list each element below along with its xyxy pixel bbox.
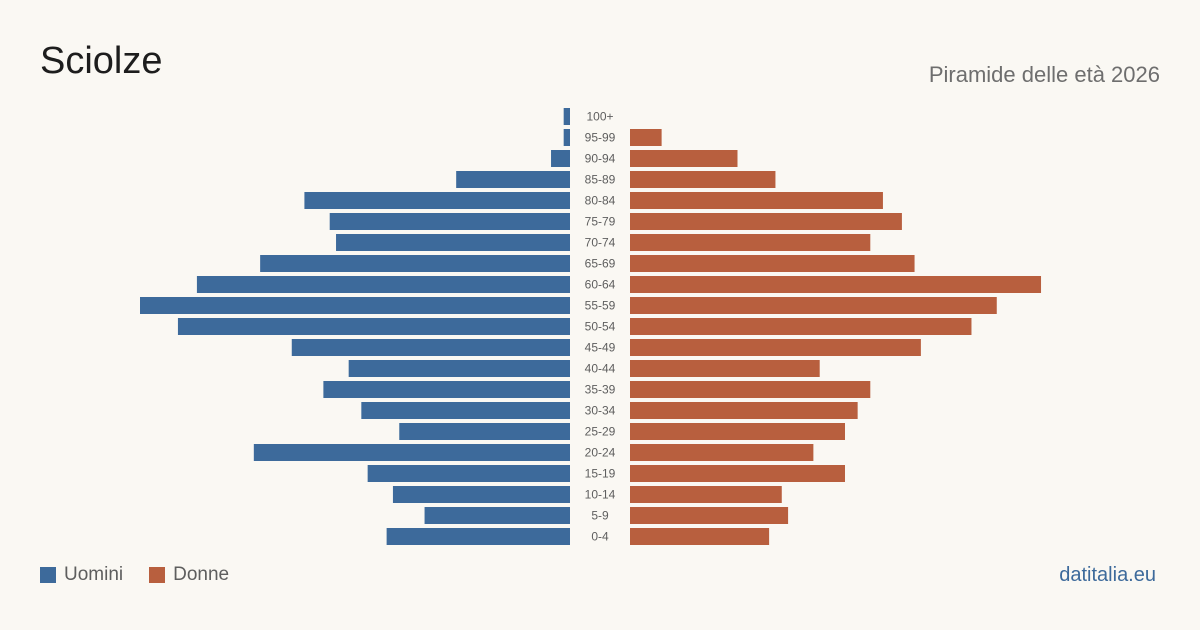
bar-women-15-19 — [630, 465, 845, 482]
bar-men-100plus — [563, 108, 570, 125]
bar-women-85-89 — [630, 171, 776, 188]
age-label-30-34: 30-34 — [585, 404, 616, 418]
legend-label-men: Uomini — [64, 564, 124, 585]
bar-men-25-29 — [399, 423, 570, 440]
bar-women-75-79 — [630, 213, 902, 230]
age-label-35-39: 35-39 — [585, 383, 616, 397]
bar-men-55-59 — [140, 297, 570, 314]
bar-women-55-59 — [630, 297, 997, 314]
age-label-25-29: 25-29 — [585, 425, 616, 439]
brand-link[interactable]: datitalia.eu — [1059, 564, 1156, 586]
legend-item-men: Uomini — [40, 564, 123, 586]
legend: Uomini Donne — [40, 564, 229, 586]
age-label-85-89: 85-89 — [585, 173, 616, 187]
bar-men-70-74 — [336, 234, 570, 251]
bar-women-45-49 — [630, 339, 921, 356]
bar-women-40-44 — [630, 360, 820, 377]
bar-men-40-44 — [348, 360, 570, 377]
chart-subtitle: Piramide delle età 2026 — [928, 62, 1160, 87]
bar-women-70-74 — [630, 234, 871, 251]
age-label-15-19: 15-19 — [585, 467, 616, 481]
bar-women-65-69 — [630, 255, 915, 272]
bar-men-30-34 — [361, 402, 570, 419]
bar-men-0-4 — [386, 528, 570, 545]
bar-women-80-84 — [630, 192, 883, 209]
age-label-40-44: 40-44 — [585, 362, 616, 376]
bar-women-60-64 — [630, 276, 1042, 293]
bar-women-5-9 — [630, 507, 789, 524]
age-label-75-79: 75-79 — [585, 215, 616, 229]
bar-women-25-29 — [630, 423, 845, 440]
age-label-80-84: 80-84 — [585, 194, 616, 208]
legend-swatch-men — [40, 567, 56, 583]
bar-men-95-99 — [563, 129, 570, 146]
bar-men-5-9 — [424, 507, 570, 524]
bar-men-90-94 — [551, 150, 570, 167]
age-label-65-69: 65-69 — [585, 257, 616, 271]
age-label-90-94: 90-94 — [585, 152, 616, 166]
bar-men-75-79 — [329, 213, 570, 230]
age-label-70-74: 70-74 — [585, 236, 616, 250]
bar-men-65-69 — [260, 255, 570, 272]
age-label-45-49: 45-49 — [585, 341, 616, 355]
bar-men-15-19 — [367, 465, 570, 482]
age-label-0-4: 0-4 — [591, 530, 609, 544]
age-label-20-24: 20-24 — [585, 446, 616, 460]
legend-item-women: Donne — [149, 564, 229, 586]
bar-men-10-14 — [392, 486, 570, 503]
bar-men-60-64 — [196, 276, 571, 293]
legend-swatch-women — [149, 567, 166, 583]
age-label-100plus: 100+ — [586, 110, 613, 124]
age-label-55-59: 55-59 — [585, 299, 616, 313]
bar-men-35-39 — [323, 381, 570, 398]
bar-women-30-34 — [630, 402, 858, 419]
bar-women-90-94 — [630, 150, 738, 167]
age-label-5-9: 5-9 — [591, 509, 609, 523]
bar-men-20-24 — [253, 444, 570, 461]
age-label-95-99: 95-99 — [585, 131, 616, 145]
bar-men-85-89 — [456, 171, 570, 188]
bar-women-20-24 — [630, 444, 814, 461]
bar-men-50-54 — [177, 318, 571, 335]
bar-women-10-14 — [630, 486, 782, 503]
age-label-60-64: 60-64 — [585, 278, 616, 292]
bar-women-35-39 — [630, 381, 871, 398]
legend-label-women: Donne — [173, 564, 230, 585]
age-label-50-54: 50-54 — [585, 320, 616, 334]
bar-women-95-99 — [630, 129, 662, 146]
age-label-10-14: 10-14 — [585, 488, 616, 502]
bar-men-45-49 — [291, 339, 570, 356]
bar-men-80-84 — [304, 192, 570, 209]
page-title: Sciolze — [40, 40, 163, 82]
bar-women-0-4 — [630, 528, 770, 545]
bar-women-50-54 — [630, 318, 972, 335]
